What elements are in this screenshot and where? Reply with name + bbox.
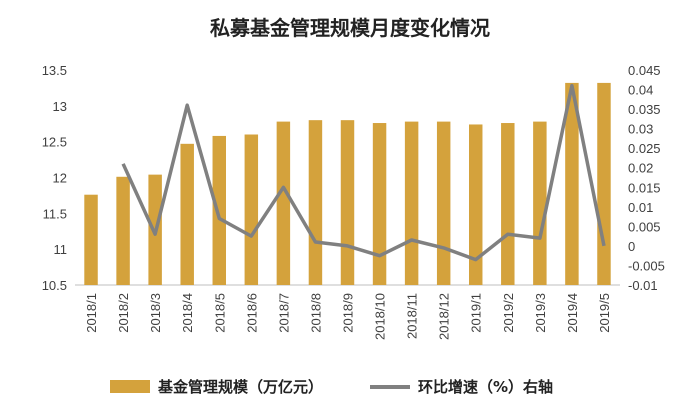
left-axis-tick-label: 10.5	[42, 278, 67, 293]
bar-2018-2	[116, 176, 130, 285]
x-tick-label: 2018/6	[244, 293, 259, 333]
x-tick-label: 2019/4	[565, 293, 580, 333]
right-axis-tick-label: -0.005	[628, 258, 665, 273]
left-axis-tick-label: 12.5	[42, 135, 67, 150]
x-tick-label: 2018/11	[405, 293, 420, 339]
x-tick-label: 2018/10	[373, 293, 388, 340]
right-axis-tick-label: 0.025	[628, 141, 661, 156]
legend-line-label: 环比增速（%）右轴	[418, 378, 553, 396]
right-axis-tick-label: -0.01	[628, 278, 658, 293]
bar-2018-1	[84, 194, 98, 285]
legend-bar-swatch	[110, 380, 150, 393]
bar-2018-11	[404, 121, 419, 285]
bar-2019-2	[501, 123, 515, 286]
right-axis-tick-label: 0.015	[628, 180, 661, 195]
x-tick-label: 2019/5	[597, 293, 612, 333]
x-tick-label: 2018/5	[212, 293, 227, 333]
bar-2019-1	[469, 124, 483, 285]
right-axis-tick-label: 0.03	[628, 122, 653, 137]
growth-rate-line	[121, 83, 606, 262]
right-axis-tick-label: 0.045	[628, 63, 661, 78]
x-tick-label: 2018/2	[116, 293, 131, 333]
bar-2019-5	[597, 82, 611, 286]
bar-2018-8	[308, 120, 323, 286]
chart-title: 私募基金管理规模月度变化情况	[210, 16, 490, 40]
left-axis-tick-label: 13	[53, 99, 67, 114]
bar-2018-12	[436, 121, 451, 285]
bar-2019-4	[565, 82, 579, 286]
right-axis-tick-label: 0.02	[628, 161, 653, 176]
legend-bar-label: 基金管理规模（万亿元）	[157, 378, 323, 396]
x-tick-label: 2019/3	[533, 293, 548, 333]
x-tick-label: 2019/2	[501, 293, 516, 333]
left-axis-tick-label: 12	[53, 171, 67, 186]
left-axis-tick-label: 11	[54, 242, 68, 257]
right-axis-tick-label: 0	[628, 239, 635, 254]
x-tick-label: 2018/9	[341, 293, 356, 333]
x-tick-label: 2018/8	[308, 293, 323, 333]
bar-2018-10	[372, 123, 387, 286]
bar-2018-7	[276, 121, 291, 285]
left-axis-tick-label: 13.5	[42, 63, 67, 78]
x-tick-label: 2018/3	[148, 293, 163, 333]
right-axis-tick-label: 0.01	[628, 200, 653, 215]
bar-2019-3	[533, 121, 547, 285]
left-axis-tick-label: 11.5	[43, 206, 67, 221]
bar-2018-9	[340, 120, 355, 286]
right-axis-tick-label: 0.005	[628, 219, 661, 234]
bar-2018-6	[244, 134, 259, 285]
right-axis-tick-label: 0.04	[628, 83, 653, 98]
x-tick-label: 2018/1	[84, 293, 99, 333]
x-tick-label: 2018/12	[437, 293, 452, 340]
bar-2018-5	[212, 135, 226, 285]
bar-2018-4	[180, 143, 194, 285]
x-tick-label: 2018/7	[276, 293, 291, 333]
x-tick-label: 2019/1	[469, 293, 484, 333]
right-axis-tick-label: 0.035	[628, 102, 661, 117]
x-tick-label: 2018/4	[180, 293, 195, 333]
